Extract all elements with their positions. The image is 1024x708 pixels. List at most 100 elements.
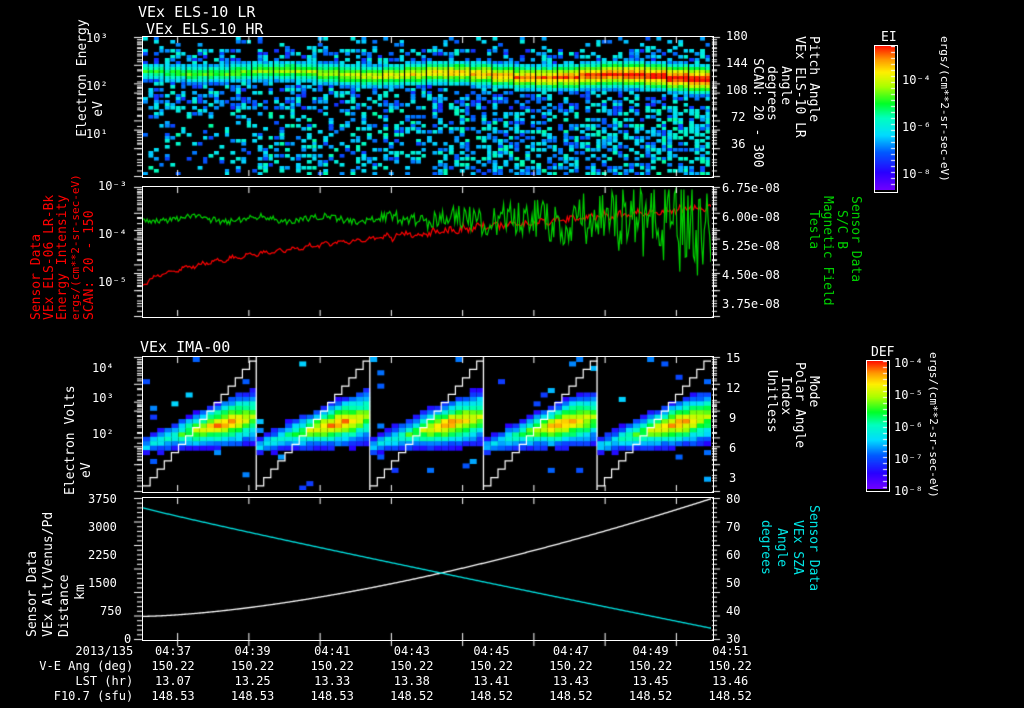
p4-rtick-1: 70 xyxy=(726,520,741,534)
p3-lax-l1: eV xyxy=(79,462,94,478)
footer-time-4: 04:45 xyxy=(473,644,510,658)
p1-ytick-2: 10¹ xyxy=(86,127,108,141)
p1-rax-l1: VEx ELS-10 LR xyxy=(792,36,807,138)
footer-time-2: 04:41 xyxy=(314,644,351,658)
panel1-right-label-0: Pitch Angle xyxy=(806,36,821,166)
panel4-timeseries xyxy=(142,497,714,641)
panel4-left-label-1: VEx Alt/Venus/Pd xyxy=(41,505,56,637)
p1-rtick-1: 144 xyxy=(726,56,748,70)
p3-rtick-4: 3 xyxy=(729,471,737,485)
panel4-left-label-3: km xyxy=(73,560,88,600)
footer-veang-0: 150.22 xyxy=(151,659,195,673)
footer-f107-5: 148.52 xyxy=(549,689,593,703)
footer-label-lst: LST (hr) xyxy=(75,674,134,688)
p2-ytick-0: 10⁻³ xyxy=(98,179,127,193)
footer-veang-6: 150.22 xyxy=(628,659,673,673)
p4-rtick-3: 50 xyxy=(726,576,741,590)
p3-lax-l0: Electron Volts xyxy=(63,385,78,495)
footer-label-date: 2013/135 xyxy=(75,644,134,658)
panel3-right-label-0: Mode xyxy=(806,376,821,456)
cb2-tick-0: 10⁻⁴ xyxy=(894,356,923,370)
panel3-left-axis-label: Electron Volts xyxy=(63,385,78,495)
p3-rax-l1: Polar Angle xyxy=(792,362,807,449)
footer-label-f107: F10.7 (sfu) xyxy=(53,689,134,703)
p4-ytick-0: 3750 xyxy=(88,492,117,506)
cb1-units-text: ergs/(cm**2-sr-sec-eV) xyxy=(938,36,951,182)
p4-lax-l2: Distance xyxy=(57,574,72,637)
footer-label-veang: V-E Ang (deg) xyxy=(39,659,134,673)
footer-veang-2: 150.22 xyxy=(310,659,354,673)
colorbar1-title: EI xyxy=(881,30,897,45)
colorbar2-title: DEF xyxy=(871,345,895,360)
footer-lst-1: 13.25 xyxy=(234,674,271,688)
p4-lax-l0: Sensor Data xyxy=(25,550,40,637)
footer-lst-4: 13.41 xyxy=(473,674,510,688)
footer-veang-5: 150.22 xyxy=(549,659,593,673)
footer-row-lst: LST (hr) 13.07 13.25 13.33 13.38 13.41 1… xyxy=(10,674,770,689)
panel1-right-label-3: degrees xyxy=(764,66,779,166)
panel3-right-label-2: Index xyxy=(778,376,793,466)
p3-rax-l2: Index xyxy=(778,376,793,416)
cb1-tick-1: 10⁻⁶ xyxy=(902,120,931,134)
cb2-tick-1: 10⁻⁵ xyxy=(894,388,923,402)
footer-time-3: 04:43 xyxy=(393,644,430,658)
footer-veang-7: 150.22 xyxy=(708,659,752,673)
footer-time-5: 04:47 xyxy=(552,644,590,658)
panel2-right-label-3: Tesla xyxy=(806,210,821,306)
panel2-right-label-1: S/C B xyxy=(834,210,849,306)
colorbar1-canvas xyxy=(875,46,895,190)
colorbar2-canvas xyxy=(867,361,887,489)
panel4-right-label-0: Sensor Data xyxy=(806,505,821,615)
panel4-right-label-2: Angle xyxy=(774,528,789,608)
p4-ytick-3: 1500 xyxy=(88,576,117,590)
footer-lst-2: 13.33 xyxy=(314,674,351,688)
p4-rax-l3: degrees xyxy=(758,520,773,575)
p1-rax-l3: degrees xyxy=(764,66,779,121)
p2-rax-l2: Magnetic Field xyxy=(820,196,835,306)
panel1-canvas xyxy=(143,37,711,175)
cb2-tick-2: 10⁻⁶ xyxy=(894,420,923,434)
p1-rax-l4: SCAN: 20 - 300 xyxy=(750,58,765,168)
footer-veang-3: 150.22 xyxy=(390,659,434,673)
colorbar1-units: ergs/(cm**2-sr-sec-eV) xyxy=(938,36,951,196)
footer-time-6: 04:49 xyxy=(632,644,669,658)
footer-f107-1: 148.53 xyxy=(230,689,275,703)
panel1-title-hr: VEx ELS-10 HR xyxy=(146,20,264,38)
footer-time-0: 04:37 xyxy=(154,644,192,658)
p1-rtick-4: 36 xyxy=(731,137,746,151)
panel3-right-label-3: Unitless xyxy=(764,370,779,466)
p3-ytick-0: 10⁴ xyxy=(92,361,114,375)
footer-veang-4: 150.22 xyxy=(469,659,514,673)
p4-lax-l3: km xyxy=(73,584,88,600)
footer-time-1: 04:39 xyxy=(234,644,271,658)
footer-f107-0: 148.53 xyxy=(151,689,195,703)
p2-rtick-3: 4.50e-08 xyxy=(722,268,780,282)
p3-rax-l3: Unitless xyxy=(764,370,779,433)
colorbar2-units: ergs/(cm**2-sr-sec-eV) xyxy=(927,352,940,498)
p4-rax-l0: Sensor Data xyxy=(806,505,821,592)
p1-rax-l0: Pitch Angle xyxy=(806,36,821,123)
panel4-canvas xyxy=(143,498,711,638)
colorbar2 xyxy=(866,360,890,492)
p3-rtick-1: 12 xyxy=(726,381,741,395)
p2-ytick-2: 10⁻⁵ xyxy=(98,275,127,289)
p4-ytick-1: 3000 xyxy=(88,520,117,534)
footer-time-7: 04:51 xyxy=(712,644,749,658)
panel3-right-label-1: Polar Angle xyxy=(792,362,807,472)
cb2-tick-4: 10⁻⁸ xyxy=(894,484,923,498)
p2-rax-l3: Tesla xyxy=(806,210,821,250)
p1-rtick-3: 72 xyxy=(731,110,746,124)
p4-ytick-2: 2250 xyxy=(88,548,117,562)
footer-row-f107: F10.7 (sfu) 148.53 148.53 148.53 148.52 … xyxy=(10,689,770,704)
footer-lst-7: 13.46 xyxy=(712,674,749,688)
p2-lax-l2: Energy Intensity xyxy=(55,194,70,320)
p1-rtick-2: 108 xyxy=(726,83,748,97)
panel3-title: VEx IMA-00 xyxy=(140,338,231,356)
footer-f107-2: 148.53 xyxy=(310,689,354,703)
panel1-right-label-1: VEx ELS-10 LR xyxy=(792,36,807,166)
p2-rax-l0: Sensor Data xyxy=(848,196,863,283)
p1-rtick-0: 180 xyxy=(726,29,748,43)
p4-lax-l1: VEx Alt/Venus/Pd xyxy=(41,511,56,637)
panel2-right-label-0: Sensor Data xyxy=(848,196,863,306)
